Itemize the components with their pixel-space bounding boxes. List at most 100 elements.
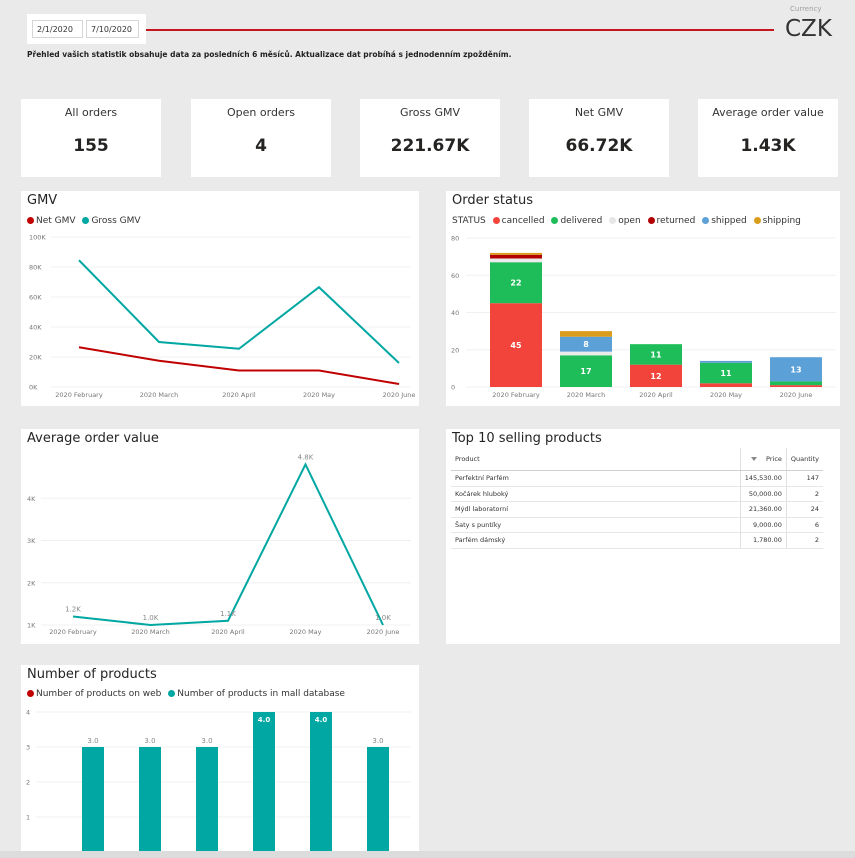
y-tick-label: 60 xyxy=(451,272,459,280)
kpi-card-net-gmv: Net GMV 66.72K xyxy=(529,99,669,177)
bar-segment-delivered xyxy=(700,362,752,384)
date-to-input[interactable]: 7/10/2020 xyxy=(86,20,139,38)
products-count-panel[interactable]: Number of products Number of products on… xyxy=(21,665,419,855)
table-row[interactable]: Kočárek hluboký 50,000.00 2 xyxy=(451,486,823,502)
data-label: 13 xyxy=(790,365,801,374)
order-status-bar-chart: 0 20 40 60 80 2020 February 2020 March 2020 Apr… xyxy=(451,235,836,399)
legend-item-net-gmv[interactable]: Net GMV xyxy=(27,216,76,226)
y-tick-label: 80K xyxy=(29,264,42,272)
series-line-net-gmv xyxy=(78,346,400,385)
y-tick-label: 1 xyxy=(26,814,30,822)
horizontal-scrollbar[interactable] xyxy=(0,851,855,858)
y-tick-label: 80 xyxy=(451,235,459,243)
legend-dot-icon xyxy=(702,216,710,224)
y-tick-label: 20 xyxy=(451,346,459,354)
currency-label: Currency xyxy=(790,5,822,13)
bar-segment-cancelled xyxy=(700,383,752,387)
legend-item-cancelled[interactable]: cancelled xyxy=(492,216,545,226)
kpi-title: All orders xyxy=(64,106,118,119)
column-header-price[interactable]: Price xyxy=(739,448,787,471)
header-divider xyxy=(146,29,774,31)
data-label: 22 xyxy=(510,279,521,288)
legend-item-shipped[interactable]: shipped xyxy=(702,216,747,226)
legend-label: cancelled xyxy=(501,216,545,226)
legend-dot-icon xyxy=(27,689,34,697)
data-label: 4.8K xyxy=(298,453,314,461)
legend-item-gross-gmv[interactable]: Gross GMV xyxy=(82,216,141,226)
legend-label: open xyxy=(618,216,641,226)
bar-segment-shipping xyxy=(490,252,542,255)
legend-item-products-in-mall-database[interactable]: Number of products in mall database xyxy=(168,689,345,699)
legend-item-returned[interactable]: returned xyxy=(647,216,695,226)
date-range-filter: 2/1/2020 7/10/2020 xyxy=(27,14,146,44)
table-row[interactable]: Parfém dámský 1,780.00 2 xyxy=(451,532,823,549)
bar-segment-delivered xyxy=(490,262,542,304)
price-cell: 21,360.00 xyxy=(739,501,787,518)
page-subtitle: Přehled vašich statistik obsahuje data z… xyxy=(27,50,512,59)
product-cell: Šaty s puntíky xyxy=(451,517,741,533)
column-header-product[interactable]: Product xyxy=(451,448,741,471)
bar xyxy=(367,747,389,855)
data-label: 11 xyxy=(720,369,732,378)
y-tick-label: 0K xyxy=(29,384,38,392)
kpi-title: Net GMV xyxy=(574,106,624,119)
legend-label: Number of products on web xyxy=(36,689,162,699)
column-header-label: Price xyxy=(766,455,782,463)
legend-dot-icon xyxy=(82,216,90,224)
data-label: 4.0 xyxy=(258,716,271,724)
legend-label: Gross GMV xyxy=(91,216,141,226)
gmv-legend: Net GMV Gross GMV xyxy=(27,216,145,226)
order-status-panel[interactable]: Order status STATUS cancelled delivered … xyxy=(446,191,840,406)
legend-item-delivered[interactable]: delivered xyxy=(551,216,602,226)
bar xyxy=(139,747,161,855)
x-tick-label: 2020 April xyxy=(639,391,673,399)
data-label: 17 xyxy=(580,367,591,376)
aov-panel[interactable]: Average order value 1K 2K 3K 4K 2020 Februar… xyxy=(21,429,419,644)
x-tick-label: 2020 April xyxy=(222,391,256,399)
bar xyxy=(310,712,332,855)
legend-dot-icon xyxy=(168,689,176,697)
panel-title: Number of products xyxy=(27,667,157,682)
price-cell: 1,780.00 xyxy=(739,532,787,549)
column-header-quantity[interactable]: Quantity xyxy=(785,448,823,471)
legend-dot-icon xyxy=(647,216,655,224)
bar xyxy=(196,747,218,855)
gmv-line-chart: 0K 20K 40K 60K 80K 100K 2020 February 2020 Marc… xyxy=(29,234,415,400)
y-tick-label: 0 xyxy=(451,384,455,392)
gmv-panel[interactable]: GMV Net GMV Gross GMV 0K 20K 40K 60K 80K 100K… xyxy=(21,191,419,406)
y-tick-label: 40K xyxy=(29,324,42,332)
currency-value[interactable]: CZK xyxy=(785,16,832,42)
product-cell: Perfektní Parfém xyxy=(451,470,741,487)
legend-item-shipping[interactable]: shipping xyxy=(753,216,801,226)
date-from-input[interactable]: 2/1/2020 xyxy=(32,20,83,38)
table-row[interactable]: Mýdl laboratorní 21,360.00 24 xyxy=(451,501,823,518)
y-tick-label: 4K xyxy=(27,495,36,503)
series-line-average-order-value xyxy=(72,462,384,627)
data-label: 11 xyxy=(650,350,662,359)
top-products-panel[interactable]: Top 10 selling products Product Price Qu… xyxy=(446,429,840,644)
bar-segment-cancelled xyxy=(630,364,682,387)
legend-item-products-on-web[interactable]: Number of products on web xyxy=(27,689,161,699)
y-tick-label: 2K xyxy=(27,579,36,587)
bar-segment-shipped xyxy=(700,360,752,363)
table-row[interactable]: Šaty s puntíky 9,000.00 6 xyxy=(451,517,823,533)
quantity-cell: 2 xyxy=(785,486,823,502)
kpi-value: 1.43K xyxy=(740,136,796,156)
legend-label: shipped xyxy=(711,216,747,226)
data-label: 12 xyxy=(650,372,661,381)
table-row[interactable]: Perfektní Parfém 145,530.00 147 xyxy=(451,470,823,487)
y-tick-label: 3K xyxy=(27,537,36,545)
x-tick-label: 2020 February xyxy=(49,628,97,636)
y-tick-label: 20K xyxy=(29,354,42,362)
x-tick-label: 2020 March xyxy=(140,391,178,399)
kpi-value: 4 xyxy=(255,136,267,156)
sort-descending-icon xyxy=(751,457,757,461)
x-tick-label: 2020 June xyxy=(367,628,400,636)
bar-segment-delivered xyxy=(560,355,612,387)
x-tick-label: 2020 May xyxy=(289,628,321,636)
x-tick-label: 2020 March xyxy=(567,391,605,399)
legend-item-open[interactable]: open xyxy=(609,216,641,226)
legend-dot-icon xyxy=(609,216,617,224)
product-cell: Parfém dámský xyxy=(451,532,741,549)
data-label: 1.2K xyxy=(65,606,81,614)
